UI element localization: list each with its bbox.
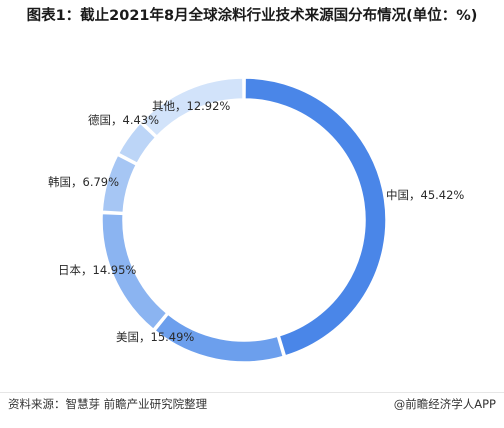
donut-slice-4 — [101, 154, 138, 214]
slice-label-2: 美国，15.49% — [116, 330, 194, 344]
chart-title: 图表1：截止2021年8月全球涂料行业技术来源国分布情况(单位：%) — [26, 8, 478, 24]
slices-layer — [101, 77, 387, 363]
donut-slice-3 — [101, 212, 168, 331]
slice-label-3: 日本，14.95% — [58, 263, 136, 277]
slice-label-5: 德国，4.43% — [88, 113, 159, 127]
labels-layer: 中国，45.42% 美国，15.49% 日本，14.95% 韩国，6.79% 德国，4.… — [48, 99, 464, 344]
slice-label-6: 其他，12.92% — [152, 99, 230, 113]
slice-label-4: 韩国，6.79% — [48, 175, 119, 189]
footer-divider — [0, 392, 504, 393]
donut-slice-5 — [117, 122, 157, 165]
slice-label-1: 中国，45.42% — [386, 188, 464, 202]
donut-slice-6 — [140, 77, 244, 138]
brand-credit: @前瞻经济学人APP — [393, 397, 496, 411]
source-note: 资料来源：智慧芽 前瞻产业研究院整理 — [8, 397, 208, 411]
donut-slice-1 — [244, 77, 387, 357]
donut-slice-2 — [153, 313, 285, 363]
